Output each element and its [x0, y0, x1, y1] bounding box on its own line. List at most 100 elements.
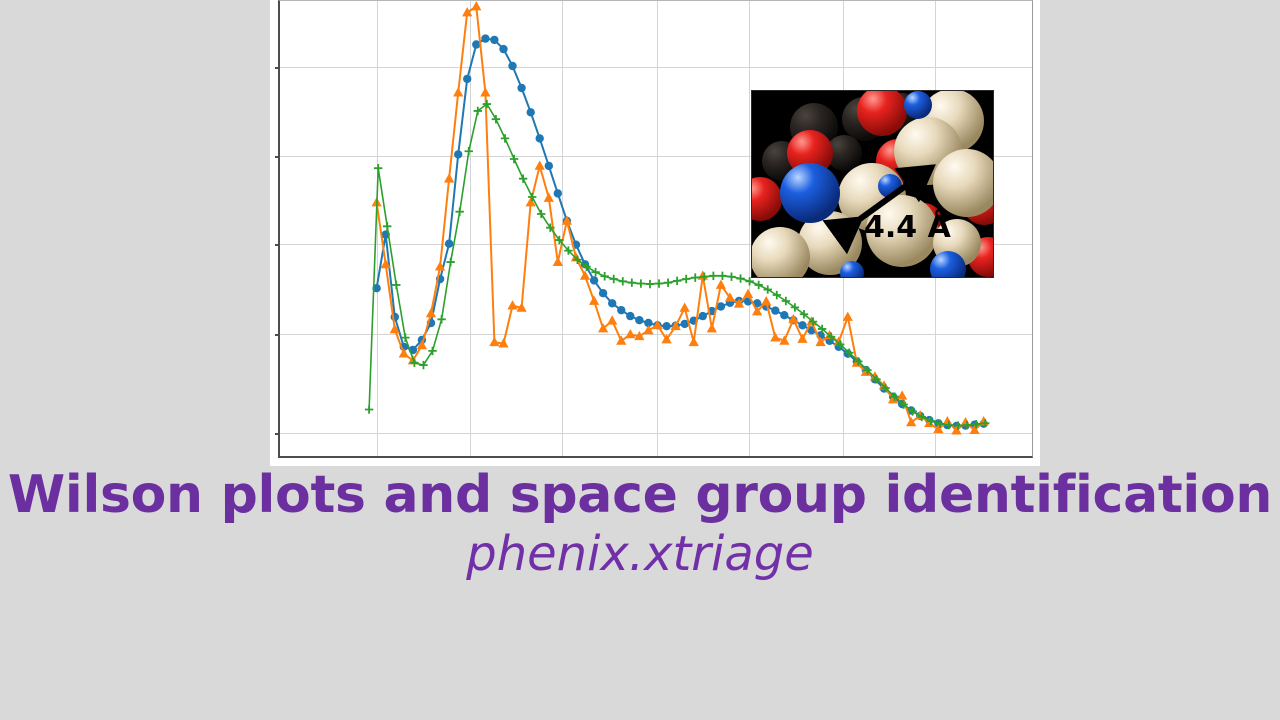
- gridline-vertical: [376, 1, 378, 456]
- data-point: [845, 348, 854, 357]
- data-point: [564, 246, 573, 255]
- data-point: [797, 333, 808, 343]
- data-point: [444, 239, 454, 248]
- data-point: [644, 318, 653, 328]
- data-point: [561, 215, 573, 225]
- y-tick: [275, 432, 280, 435]
- data-point: [908, 407, 917, 416]
- data-point: [906, 416, 917, 427]
- data-point: [779, 335, 790, 345]
- data-point: [481, 34, 490, 43]
- data-point: [598, 323, 609, 333]
- data-point: [679, 302, 690, 312]
- data-point: [473, 106, 483, 116]
- data-point: [546, 223, 555, 232]
- data-point: [472, 40, 481, 49]
- gridline-vertical: [562, 1, 564, 456]
- data-point: [808, 317, 818, 326]
- data-point: [652, 319, 663, 330]
- data-point: [942, 416, 953, 426]
- data-point: [887, 394, 899, 404]
- data-point: [500, 134, 510, 143]
- data-point: [691, 273, 700, 282]
- data-point: [718, 271, 727, 280]
- data-point: [836, 340, 845, 349]
- data-point: [634, 330, 645, 341]
- data-point: [680, 319, 689, 329]
- data-point: [643, 324, 654, 335]
- data-point: [443, 173, 455, 183]
- data-point: [761, 296, 772, 306]
- data-point: [969, 424, 980, 435]
- data-point: [790, 303, 800, 312]
- data-point: [527, 192, 537, 202]
- data-point: [401, 333, 410, 342]
- data-point: [860, 366, 872, 376]
- data-point: [799, 310, 809, 319]
- data-point: [425, 307, 437, 318]
- data-point: [499, 44, 508, 54]
- data-point: [752, 306, 763, 316]
- gridline-horizontal: [280, 243, 1032, 245]
- data-point: [464, 147, 473, 156]
- data-point: [962, 420, 972, 430]
- data-point: [754, 280, 763, 290]
- data-point: [589, 276, 599, 285]
- data-point: [872, 375, 881, 384]
- data-point: [926, 416, 936, 426]
- data-point: [654, 279, 664, 288]
- data-point: [591, 267, 600, 277]
- data-point: [600, 272, 609, 281]
- data-point: [535, 134, 544, 143]
- data-point: [618, 277, 627, 286]
- data-point: [917, 412, 926, 422]
- y-tick: [275, 334, 280, 336]
- data-point: [944, 420, 954, 430]
- data-point: [543, 192, 554, 202]
- gridline-horizontal: [280, 66, 1032, 68]
- data-point: [552, 256, 563, 266]
- y-tick: [275, 66, 280, 69]
- data-point: [454, 150, 463, 159]
- data-point: [389, 323, 400, 334]
- data-point: [688, 336, 699, 347]
- data-point: [645, 279, 655, 289]
- data-point: [625, 329, 636, 339]
- data-point: [781, 296, 791, 306]
- data-point: [544, 161, 553, 171]
- data-point: [598, 289, 608, 298]
- data-point: [498, 338, 509, 348]
- data-point: [771, 306, 780, 315]
- data-point: [373, 163, 383, 173]
- data-point: [607, 315, 618, 325]
- data-point: [525, 197, 536, 207]
- data-point: [509, 154, 519, 164]
- data-point: [780, 311, 789, 320]
- data-point: [617, 306, 626, 315]
- gridline-horizontal: [280, 432, 1032, 434]
- data-point: [763, 285, 772, 294]
- data-point: [890, 392, 899, 401]
- data-point: [772, 290, 781, 300]
- data-point: [636, 279, 646, 288]
- data-point: [716, 302, 726, 311]
- data-point: [736, 274, 745, 283]
- data-point: [608, 299, 617, 308]
- data-point: [971, 419, 981, 429]
- data-point: [419, 360, 428, 370]
- data-point: [517, 83, 526, 93]
- data-point: [392, 280, 401, 290]
- data-point: [951, 425, 962, 435]
- data-point: [670, 320, 681, 331]
- data-point: [416, 340, 428, 350]
- data-point: [490, 35, 499, 45]
- page-title: Wilson plots and space group identificat…: [7, 465, 1273, 525]
- data-point: [573, 255, 582, 264]
- data-point: [863, 365, 872, 375]
- data-point: [482, 99, 492, 109]
- distance-arrow: [822, 164, 936, 255]
- data-point: [491, 114, 501, 124]
- gridline-vertical: [656, 1, 658, 456]
- data-point: [899, 400, 908, 409]
